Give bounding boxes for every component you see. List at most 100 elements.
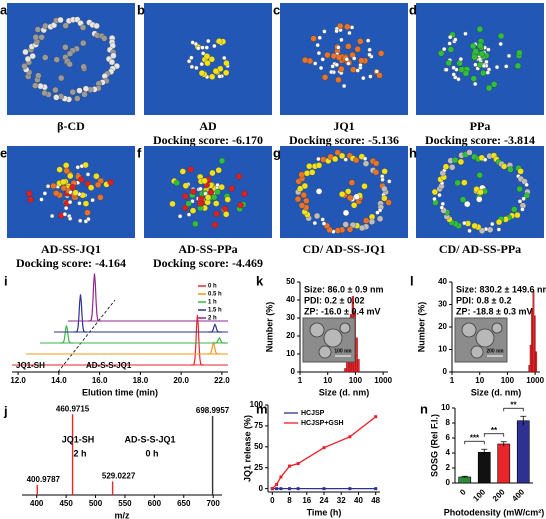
atom <box>79 164 84 169</box>
atom <box>63 162 70 169</box>
atom <box>22 48 29 56</box>
atom <box>34 26 42 33</box>
atom <box>223 69 230 76</box>
x-tick-label: 1000 <box>374 376 392 385</box>
peak-label: 400.9787 <box>27 475 61 484</box>
atom <box>190 188 197 195</box>
marker <box>374 487 378 491</box>
atom <box>520 207 525 212</box>
atom <box>524 182 529 187</box>
atom <box>347 194 354 202</box>
annotation: Size: 830.2 ± 149.6 nm <box>456 284 546 294</box>
atom <box>350 66 357 73</box>
atom <box>353 156 360 164</box>
peak-label: 698.9957 <box>196 406 230 415</box>
legend-label: HCJSP+GSH <box>301 420 344 427</box>
bar <box>344 368 347 373</box>
atom <box>66 61 73 68</box>
atom <box>485 70 490 75</box>
atom <box>320 217 325 222</box>
x-axis-label: Size (d. nm) <box>319 387 370 397</box>
atom <box>77 201 82 206</box>
y-tick-label: 0 <box>259 484 264 493</box>
marker <box>270 487 274 491</box>
atom <box>477 57 483 62</box>
atom <box>385 199 392 206</box>
atom <box>366 38 371 43</box>
atom <box>78 218 83 223</box>
tem-particle <box>491 322 503 334</box>
x-tick-label: 1000 <box>526 376 544 385</box>
atom <box>342 209 350 217</box>
atom <box>57 16 64 24</box>
y-tick-label: 40 <box>286 295 295 304</box>
atom <box>381 168 388 175</box>
atom <box>214 188 221 196</box>
scale-label: 100 nm <box>334 348 352 354</box>
peak <box>60 325 73 344</box>
x-tick-label: 0 <box>458 487 468 497</box>
atom <box>83 219 89 224</box>
atom <box>80 39 87 47</box>
atom <box>485 84 493 92</box>
atom <box>309 169 316 176</box>
peak-label: 529.0227 <box>102 472 136 481</box>
atom <box>464 200 471 208</box>
significance-bracket <box>503 407 524 412</box>
atom <box>194 65 199 71</box>
legend-label: 0.5 h <box>208 292 222 298</box>
atom <box>315 162 323 169</box>
atom <box>346 61 351 66</box>
x-tick-label: 40 <box>354 496 363 505</box>
panel-letter: j <box>3 403 8 418</box>
atom <box>32 82 39 89</box>
atom <box>334 28 339 34</box>
atom <box>298 202 306 209</box>
atom <box>372 169 380 176</box>
panel-letter: d <box>409 2 417 17</box>
atom <box>26 190 33 197</box>
marker <box>279 475 283 479</box>
atom <box>237 202 244 209</box>
atom <box>353 193 360 200</box>
atom <box>523 192 530 199</box>
significance-label: ** <box>491 426 498 435</box>
molecule-name: β-CD <box>57 119 85 133</box>
atom <box>212 67 220 75</box>
x-tick-label: 1 <box>298 376 303 385</box>
guide-line <box>57 299 116 373</box>
atom <box>376 72 383 79</box>
y-tick-label: 6 <box>446 433 451 442</box>
atom <box>471 53 478 61</box>
atom <box>53 190 60 197</box>
atom <box>456 77 461 82</box>
atom <box>478 50 486 57</box>
atom <box>480 69 487 77</box>
atom <box>29 52 36 60</box>
x-axis-label: Photodensity (mW/cm²) <box>444 507 545 517</box>
atom <box>517 168 524 175</box>
atom <box>228 185 235 192</box>
error-bar <box>500 441 507 447</box>
atom <box>74 95 81 102</box>
error-bar <box>481 448 488 456</box>
panel-letter: l <box>410 273 414 288</box>
y-axis-label: Number (%) <box>264 302 274 353</box>
peak <box>88 273 101 322</box>
atom <box>297 185 304 192</box>
atom <box>344 57 349 62</box>
atom <box>336 45 341 50</box>
molecule-name: AD-SS-PPa <box>178 242 237 256</box>
molecule-name: CD/ AD-SS-PPa <box>439 242 521 256</box>
legend-label: 2 h <box>208 316 217 322</box>
atom <box>67 199 73 205</box>
docking-score: Docking score: -4.469 <box>153 256 263 270</box>
atom <box>482 157 488 162</box>
atom <box>310 35 317 42</box>
atom <box>208 56 215 63</box>
atom <box>67 172 74 180</box>
bar <box>533 315 536 373</box>
marker <box>275 482 279 486</box>
significance-bracket <box>464 440 485 445</box>
